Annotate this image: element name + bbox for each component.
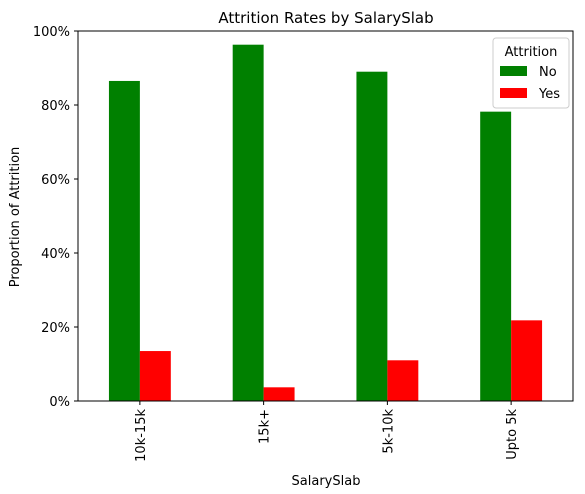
y-tick-label: 60% bbox=[41, 173, 70, 188]
legend-swatch-no bbox=[500, 66, 527, 76]
x-tick-label: 5k-10k bbox=[381, 409, 396, 454]
bar-no-5k-10k bbox=[356, 71, 388, 401]
bar-no-10k-15k bbox=[108, 80, 140, 401]
x-tick-label: Upto 5k bbox=[505, 409, 520, 460]
bar-no-upto-5k bbox=[480, 111, 512, 401]
bar-no-15k- bbox=[232, 44, 264, 401]
chart-title: Attrition Rates by SalarySlab bbox=[218, 9, 433, 27]
legend-label-yes: Yes bbox=[538, 87, 560, 102]
axes-frame bbox=[77, 30, 574, 402]
y-axis-label: Proportion of Attrition bbox=[8, 147, 23, 288]
legend: Attrition No Yes bbox=[492, 37, 570, 109]
y-tick-label: 80% bbox=[41, 99, 70, 114]
legend-title: Attrition bbox=[505, 45, 558, 60]
x-tick-label: 10k-15k bbox=[134, 409, 149, 462]
legend-label-no: No bbox=[539, 65, 557, 80]
y-tick-label: 100% bbox=[33, 25, 70, 40]
bar-yes-10k-15k bbox=[139, 351, 171, 401]
legend-swatch-yes bbox=[500, 88, 527, 98]
y-tick-label: 40% bbox=[41, 247, 70, 262]
bar-yes-5k-10k bbox=[387, 360, 419, 401]
x-axis-label: SalarySlab bbox=[292, 474, 361, 489]
x-tick-label: 15k+ bbox=[258, 409, 273, 444]
y-tick-label: 20% bbox=[41, 321, 70, 336]
bar-yes-15k- bbox=[263, 387, 295, 401]
y-tick-label: 0% bbox=[49, 395, 70, 410]
plot-area: 0% 20% 40% 60% 80% 100% 10k-15k 15k+ 5k-10k Upto … bbox=[33, 25, 574, 462]
bar-yes-upto-5k bbox=[511, 320, 543, 401]
